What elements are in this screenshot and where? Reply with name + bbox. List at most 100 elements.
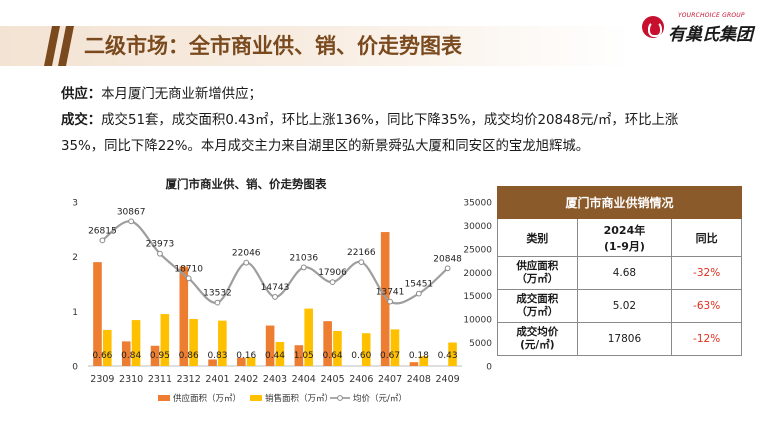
supply-sales-table: 厦门市商业供销情况 类别 2024年 (1-9月) 同比 供应面积 （万㎡） 4.6…	[497, 186, 742, 356]
right-axis-tick: 30000	[463, 222, 492, 232]
deal-label: 成交：	[61, 113, 102, 128]
sales-data-label: 0.66	[92, 351, 112, 361]
supply-label: 供应：	[61, 87, 102, 102]
x-axis-tick: 2407	[378, 374, 402, 385]
sales-bar	[304, 308, 313, 366]
supply-bar	[265, 325, 275, 366]
sales-data-label: 0.64	[323, 351, 343, 361]
price-point	[243, 259, 250, 266]
price-data-label: 13532	[203, 289, 232, 299]
row-yoy: -32%	[671, 256, 742, 290]
sales-bar	[189, 318, 198, 366]
sales-bar	[275, 341, 285, 366]
row-label: 成交面积 （万㎡）	[497, 289, 578, 323]
sales-data-label: 0.83	[207, 351, 227, 361]
price-point	[329, 279, 336, 285]
price-data-label: 22046	[232, 249, 261, 259]
sales-data-label: 0.16	[236, 351, 256, 361]
supply-bar	[121, 341, 131, 366]
supply-bar	[294, 345, 304, 366]
x-axis-tick: 2408	[407, 374, 431, 385]
sales-bar	[160, 314, 170, 366]
legend-swatch-sales	[250, 395, 262, 401]
logo-english: YOURCHOICE GROUP	[678, 12, 745, 19]
sales-bar	[390, 329, 400, 366]
row-yoy: -12%	[671, 322, 742, 356]
right-axis-tick: 5000	[469, 339, 492, 349]
row-value: 17806	[576, 322, 673, 356]
logo-chinese: 有巢氏集团	[668, 25, 753, 45]
sales-data-label: 0.43	[438, 351, 458, 361]
price-data-label: 15451	[405, 280, 434, 290]
price-data-label: 14743	[261, 283, 290, 293]
header-yoy: 同比	[671, 218, 742, 257]
x-axis-tick: 2312	[177, 374, 201, 385]
left-axis-tick: 3	[72, 199, 78, 209]
table-header-row: 类别 2024年 (1-9月) 同比	[497, 218, 742, 257]
table-row: 成交面积 （万㎡） 5.02 -63%	[497, 289, 742, 323]
sales-bar	[361, 333, 371, 366]
price-data-label: 26815	[88, 226, 117, 236]
logo-mark-icon	[642, 16, 664, 38]
price-point	[185, 275, 192, 282]
price-point	[415, 290, 422, 297]
price-data-label: 30867	[117, 207, 146, 217]
supply-bar	[380, 232, 390, 366]
legend-label-sales: 销售面积（万㎡）	[265, 393, 333, 404]
chart-title: 厦门市商业供、销、价走势图表	[166, 177, 327, 191]
sales-data-label: 1.05	[294, 351, 314, 361]
sales-data-label: 0.86	[179, 351, 199, 361]
x-axis-tick: 2406	[349, 374, 373, 385]
title-banner: 二级市场：全市商业供、销、价走势图表	[0, 26, 632, 66]
left-axis-tick: 1	[72, 308, 78, 318]
price-point	[272, 294, 278, 300]
deal-text-line2: 35%，同比下降22%。本月成交主力来自湖里区的新景舜弘大厦和同安区的宝龙旭辉城…	[61, 139, 590, 154]
price-data-label: 22166	[347, 248, 376, 258]
sales-data-label: 0.84	[121, 351, 141, 361]
x-axis-tick: 2405	[320, 374, 344, 385]
sales-bar	[131, 320, 141, 366]
header-category: 类别	[497, 218, 578, 257]
price-data-label: 23973	[146, 240, 175, 250]
price-point	[99, 237, 106, 244]
sales-data-label: 0.67	[380, 351, 400, 361]
price-point	[214, 299, 221, 306]
left-axis-tick: 2	[72, 253, 78, 263]
x-axis-tick: 2404	[292, 374, 316, 385]
supply-bar	[208, 359, 217, 366]
title-stripes-icon	[44, 26, 74, 66]
deal-paragraph: 成交：成交51套，成交面积0.43㎡，环比上涨136%，同比下降35%，成交均价…	[61, 108, 741, 160]
sales-bar	[333, 331, 342, 366]
price-data-label: 17906	[318, 268, 347, 278]
price-data-label: 21036	[289, 253, 318, 263]
table-title: 厦门市商业供销情况	[497, 186, 742, 219]
price-data-label: 13741	[376, 288, 405, 298]
supply-bar	[323, 321, 332, 366]
legend-swatch-supply	[158, 395, 170, 401]
x-axis-tick: 2310	[119, 374, 143, 385]
sales-data-label: 0.60	[351, 351, 371, 361]
sales-bar	[218, 320, 227, 366]
price-data-label: 20848	[433, 254, 462, 264]
sales-bar	[102, 329, 112, 366]
sales-bar	[419, 356, 429, 366]
x-axis-tick: 2311	[148, 374, 172, 385]
row-value: 4.68	[576, 256, 673, 290]
legend-label-price: 均价（元/㎡）	[353, 393, 407, 404]
supply-paragraph: 供应：本月厦门无商业新增供应；	[61, 82, 741, 108]
row-yoy: -63%	[671, 289, 742, 323]
sales-bar	[246, 357, 256, 366]
table-row: 成交均价 (元/㎡) 17806 -12%	[497, 322, 742, 356]
sales-data-label: 0.44	[265, 351, 285, 361]
table-row: 供应面积 （万㎡） 4.68 -32%	[497, 256, 742, 290]
trend-chart: 厦门市商业供、销、价走势图表 0123050001000015000200002…	[72, 177, 492, 404]
sales-data-label: 0.95	[150, 351, 170, 361]
left-axis-tick: 0	[72, 363, 78, 373]
price-point	[444, 265, 451, 272]
x-axis-tick: 2401	[205, 374, 229, 385]
deal-text-line1: 成交51套，成交面积0.43㎡，环比上涨136%，同比下降35%，成交均价208…	[101, 113, 679, 128]
x-axis-tick: 2402	[234, 374, 258, 385]
price-point	[128, 218, 135, 225]
legend-label-supply: 供应面积（万㎡）	[173, 393, 241, 404]
supply-bar	[179, 266, 189, 366]
